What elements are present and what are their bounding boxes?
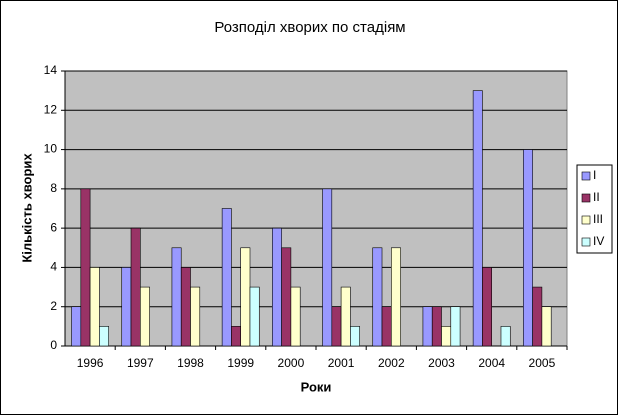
bar bbox=[249, 286, 260, 347]
bar bbox=[500, 326, 511, 347]
x-tick-label: 1998 bbox=[177, 356, 204, 370]
chart-title: Розподіл хворих по стадіям bbox=[214, 19, 405, 36]
x-tick-label: 2002 bbox=[378, 356, 405, 370]
bar bbox=[231, 326, 241, 347]
x-tick-label: 1996 bbox=[77, 356, 104, 370]
x-axis-title: Роки bbox=[301, 379, 332, 394]
bar bbox=[350, 326, 360, 347]
x-tick-label: 2003 bbox=[428, 356, 455, 370]
bar bbox=[450, 306, 461, 347]
legend-swatch bbox=[581, 193, 591, 203]
bar bbox=[281, 247, 292, 347]
legend-swatch bbox=[581, 215, 591, 225]
y-tick-label: 14 bbox=[44, 63, 58, 77]
bar bbox=[532, 286, 543, 347]
bar bbox=[331, 306, 342, 347]
y-tick-label: 8 bbox=[50, 181, 57, 195]
x-tick-label: 2005 bbox=[529, 356, 556, 370]
bar bbox=[121, 267, 132, 347]
bar bbox=[99, 326, 109, 347]
bar bbox=[290, 286, 301, 347]
bar bbox=[71, 306, 82, 347]
y-axis-title: Кількість хворих bbox=[19, 153, 34, 263]
bar bbox=[523, 149, 533, 347]
bar bbox=[190, 286, 201, 347]
bar bbox=[541, 306, 552, 347]
x-tick-label: 1997 bbox=[127, 356, 154, 370]
legend-swatch bbox=[581, 237, 591, 247]
y-tick-label: 4 bbox=[50, 260, 57, 274]
y-tick-label: 6 bbox=[50, 220, 57, 234]
bar bbox=[431, 306, 442, 347]
bar bbox=[140, 286, 150, 347]
x-tick-label: 2004 bbox=[478, 356, 505, 370]
x-tick-label: 1999 bbox=[227, 356, 254, 370]
legend-label: III bbox=[593, 212, 603, 226]
bar bbox=[80, 188, 91, 347]
bar bbox=[390, 247, 401, 347]
bar bbox=[381, 306, 392, 347]
y-tick-label: 2 bbox=[50, 299, 57, 313]
y-tick-label: 0 bbox=[50, 338, 57, 352]
bar bbox=[240, 247, 251, 347]
bar bbox=[221, 208, 232, 347]
y-tick-label: 12 bbox=[44, 102, 58, 116]
bar bbox=[472, 90, 483, 347]
bar bbox=[482, 267, 492, 347]
bar bbox=[171, 247, 182, 347]
legend-swatch bbox=[581, 171, 591, 181]
bar bbox=[322, 188, 333, 347]
bar bbox=[130, 227, 141, 347]
bar bbox=[180, 267, 191, 347]
legend-label: IV bbox=[593, 234, 604, 248]
bar bbox=[422, 306, 433, 347]
bar bbox=[372, 247, 383, 347]
y-tick-label: 10 bbox=[44, 142, 58, 156]
legend-label: I bbox=[593, 168, 596, 182]
bar bbox=[340, 286, 351, 347]
bar bbox=[89, 267, 100, 347]
legend-label: II bbox=[593, 190, 600, 204]
bar bbox=[441, 326, 452, 347]
bar bbox=[272, 227, 282, 347]
x-tick-label: 2000 bbox=[278, 356, 305, 370]
x-tick-label: 2001 bbox=[328, 356, 355, 370]
